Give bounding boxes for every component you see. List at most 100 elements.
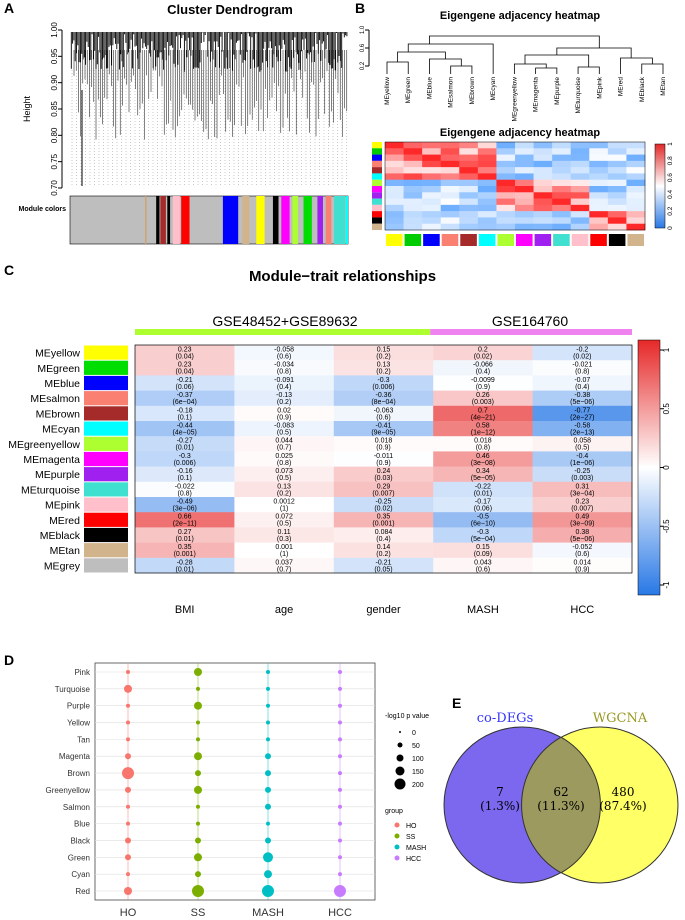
p-value: (5e−05) [471,475,495,482]
d-bubble [263,852,273,863]
d-size-dot [399,731,401,733]
corr-value: -0.091 [274,377,294,384]
heat-cell [135,360,235,376]
p-value: (5e−06) [570,536,594,543]
b-heat-cell [626,179,646,187]
b-heat-cell [477,211,497,218]
p-value: (0.4) [476,369,490,376]
b-heat-cell [422,173,442,181]
b-heat-cell [422,204,442,212]
heat-cell [333,557,434,574]
b-heat-border [384,141,646,231]
p-value: (1e−12) [471,430,495,437]
b-heat-cell [440,160,460,168]
b-heat-cell [422,217,442,225]
b-heat-cell [589,186,609,193]
d-bubble [338,686,342,691]
d-bubble [266,670,270,674]
b-heat-cell [570,204,590,212]
b-heat-cell [552,160,572,168]
b-heat-cell [626,160,646,168]
heat-cell [234,375,335,391]
b-heat-cell [570,160,590,168]
d-bubble [126,737,130,742]
b-heat-cell [496,142,516,149]
a-module-segment [167,196,171,244]
b-legend-tick: 0.8 [667,156,674,165]
b-heat-cell [440,148,460,155]
b-dend-label: MEgreenyellow [511,77,518,122]
p-value: (0.8) [277,460,291,467]
b-heat-cell [570,142,590,149]
b-heat-cell [477,173,497,181]
group1-label: GSE48452+GSE89632 [212,313,358,329]
venn-mid-count: 62 [553,785,568,799]
b-heat-cell [459,160,479,168]
b-heat-cell [385,186,404,193]
d-bubble [195,770,201,777]
b-heat-cell [477,148,497,155]
heat-cell [135,405,235,422]
b-heat-cell [403,179,423,187]
d-bubble [126,670,130,674]
heat-cell [234,512,335,528]
heat-cell [532,436,633,452]
module-label: MEpurple [35,469,80,481]
p-value: (0.7) [277,566,291,573]
b-col-color [571,234,589,246]
heat-cell [532,375,633,391]
p-value: (0.01) [176,536,194,543]
heat-cell [433,527,533,543]
heat-cell [532,466,633,483]
corr-value: -0.5 [477,514,489,521]
b-col-color [497,234,514,246]
d-module-label: Pink [74,668,91,677]
module-label: MEtan [50,545,81,557]
a-dendrogram-dense [70,32,348,72]
heat-cell [433,421,533,437]
corr-value: 0.26 [476,392,490,399]
b-heat-cell [422,142,442,149]
b-heat-cell [496,186,516,193]
p-value: (0.003) [571,475,593,482]
heat-cell [333,497,434,513]
b-row-color [372,204,382,212]
b-heat-cell [385,154,404,162]
b-row-color [372,217,382,224]
trait-label: BMI [175,604,195,616]
panel-b-figure: 1.0 0.6 0.2 MEyellow MEgreen MEblue MEsalmon ME… [360,25,674,246]
b-heat-cell [570,179,590,187]
b-heat-cell [515,223,534,231]
venn-mid-pct: (11.3%) [537,799,584,813]
a-dendrogram-leaves [71,70,347,185]
b-heat-cell [515,186,534,193]
d-module-label: Purple [67,702,91,711]
b-heat-cell [570,198,590,206]
b-heat-cell [422,167,442,174]
b-heat-cell [570,154,590,162]
b-heat-cell [459,173,479,181]
a-y-tick-label: 0.95 [50,48,59,64]
heat-cell [532,512,633,528]
b-heat-cell [440,167,460,174]
heat-cell [433,512,533,528]
corr-value: -0.28 [177,559,193,566]
module-color-box [84,558,128,573]
b-heat-cell [459,186,479,193]
venn-right-count: 480 [612,785,635,799]
b-heat-cell [552,154,572,162]
corr-value: 0.31 [575,483,589,490]
b-heat-cell [440,204,460,212]
b-heat-cell [385,192,404,199]
b-heat-cell [496,198,516,206]
p-value: (3e−08) [471,460,495,467]
b-heat-cell [385,211,404,218]
b-dend-label: MEyellow [384,77,391,105]
c-legend-tick-label: -0.5 [662,519,671,533]
b-heat-cell [589,167,609,174]
b-heat-cell [403,160,423,168]
a-module-segment [334,196,346,244]
b-heat-cell [626,142,646,149]
b-heat-cell [533,223,553,231]
b-heat-cell [570,192,590,199]
